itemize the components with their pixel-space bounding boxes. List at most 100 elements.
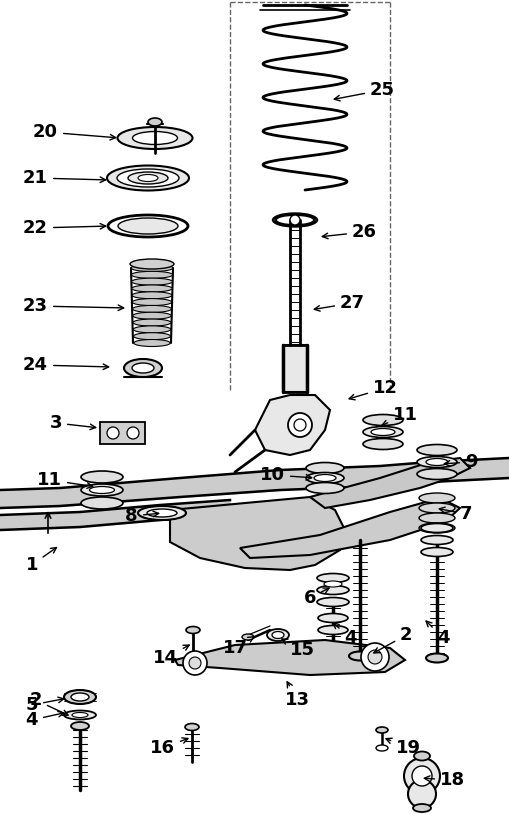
Ellipse shape [118,127,192,149]
Text: 4: 4 [333,623,356,647]
Ellipse shape [421,523,453,532]
Circle shape [361,643,389,671]
Circle shape [189,657,201,669]
Ellipse shape [133,326,171,333]
Text: 4: 4 [25,711,64,729]
Text: 2: 2 [30,691,68,716]
Ellipse shape [64,690,96,704]
Text: 20: 20 [33,123,116,141]
Text: 23: 23 [23,297,124,315]
Ellipse shape [417,457,457,467]
Ellipse shape [81,484,123,496]
Ellipse shape [90,487,115,493]
Bar [283,345,307,392]
Ellipse shape [421,548,453,557]
Circle shape [408,780,436,808]
Ellipse shape [81,471,123,483]
Text: 19: 19 [386,738,421,757]
Ellipse shape [317,597,349,606]
Ellipse shape [314,475,336,482]
Text: 10: 10 [260,466,312,484]
Ellipse shape [71,722,89,730]
Ellipse shape [413,804,431,812]
Text: 12: 12 [349,379,398,400]
Ellipse shape [131,278,173,285]
Ellipse shape [132,363,154,373]
Ellipse shape [132,291,172,299]
Ellipse shape [318,614,348,623]
Ellipse shape [147,509,177,517]
Text: 5: 5 [25,696,64,714]
Text: 22: 22 [23,219,106,237]
Ellipse shape [363,427,403,437]
Ellipse shape [242,634,254,640]
Text: 9: 9 [444,453,477,471]
Ellipse shape [363,439,403,449]
Ellipse shape [132,299,172,305]
Ellipse shape [188,654,198,660]
Ellipse shape [318,625,348,634]
Circle shape [368,650,382,664]
Ellipse shape [148,118,162,126]
Polygon shape [175,640,405,675]
Text: 15: 15 [282,639,315,659]
Polygon shape [310,458,470,508]
Ellipse shape [414,751,430,760]
Text: 17: 17 [223,637,254,657]
Circle shape [183,651,207,675]
Text: 14: 14 [153,645,189,667]
Text: 27: 27 [314,294,365,312]
Ellipse shape [267,629,289,641]
Ellipse shape [306,483,344,493]
Text: 11: 11 [382,406,418,426]
Polygon shape [240,498,460,558]
Text: 21: 21 [23,169,106,187]
Ellipse shape [71,693,89,701]
Circle shape [404,758,440,794]
Text: 3: 3 [49,414,96,432]
Ellipse shape [132,132,178,145]
Ellipse shape [421,536,453,545]
Ellipse shape [419,523,455,533]
Bar [100,422,145,444]
Ellipse shape [64,711,96,720]
Ellipse shape [306,472,344,484]
Ellipse shape [419,513,455,523]
Ellipse shape [426,654,448,663]
Circle shape [107,427,119,439]
Polygon shape [255,395,330,455]
Ellipse shape [108,215,188,237]
Ellipse shape [376,727,388,733]
Text: 7: 7 [439,505,472,523]
Ellipse shape [306,462,344,474]
Ellipse shape [107,165,189,190]
Ellipse shape [272,632,284,638]
Ellipse shape [130,259,174,269]
Text: 24: 24 [23,356,109,374]
Ellipse shape [118,218,178,234]
Ellipse shape [186,627,200,633]
Ellipse shape [363,414,403,426]
Ellipse shape [81,497,123,509]
Ellipse shape [72,712,88,717]
Ellipse shape [133,313,171,319]
Ellipse shape [324,581,342,587]
Text: 8: 8 [125,507,159,525]
Ellipse shape [376,745,388,751]
Text: 11: 11 [37,471,93,489]
Ellipse shape [117,169,179,187]
Ellipse shape [417,469,457,479]
Text: 1: 1 [25,548,56,574]
Text: 2: 2 [374,626,412,653]
Polygon shape [170,497,345,570]
Ellipse shape [138,506,186,520]
Ellipse shape [419,493,455,503]
Ellipse shape [132,285,172,292]
Ellipse shape [185,724,199,730]
Text: 26: 26 [322,223,377,241]
Text: 18: 18 [425,771,465,789]
Ellipse shape [419,503,455,513]
Ellipse shape [124,359,162,377]
Circle shape [294,419,306,431]
Ellipse shape [134,339,170,347]
